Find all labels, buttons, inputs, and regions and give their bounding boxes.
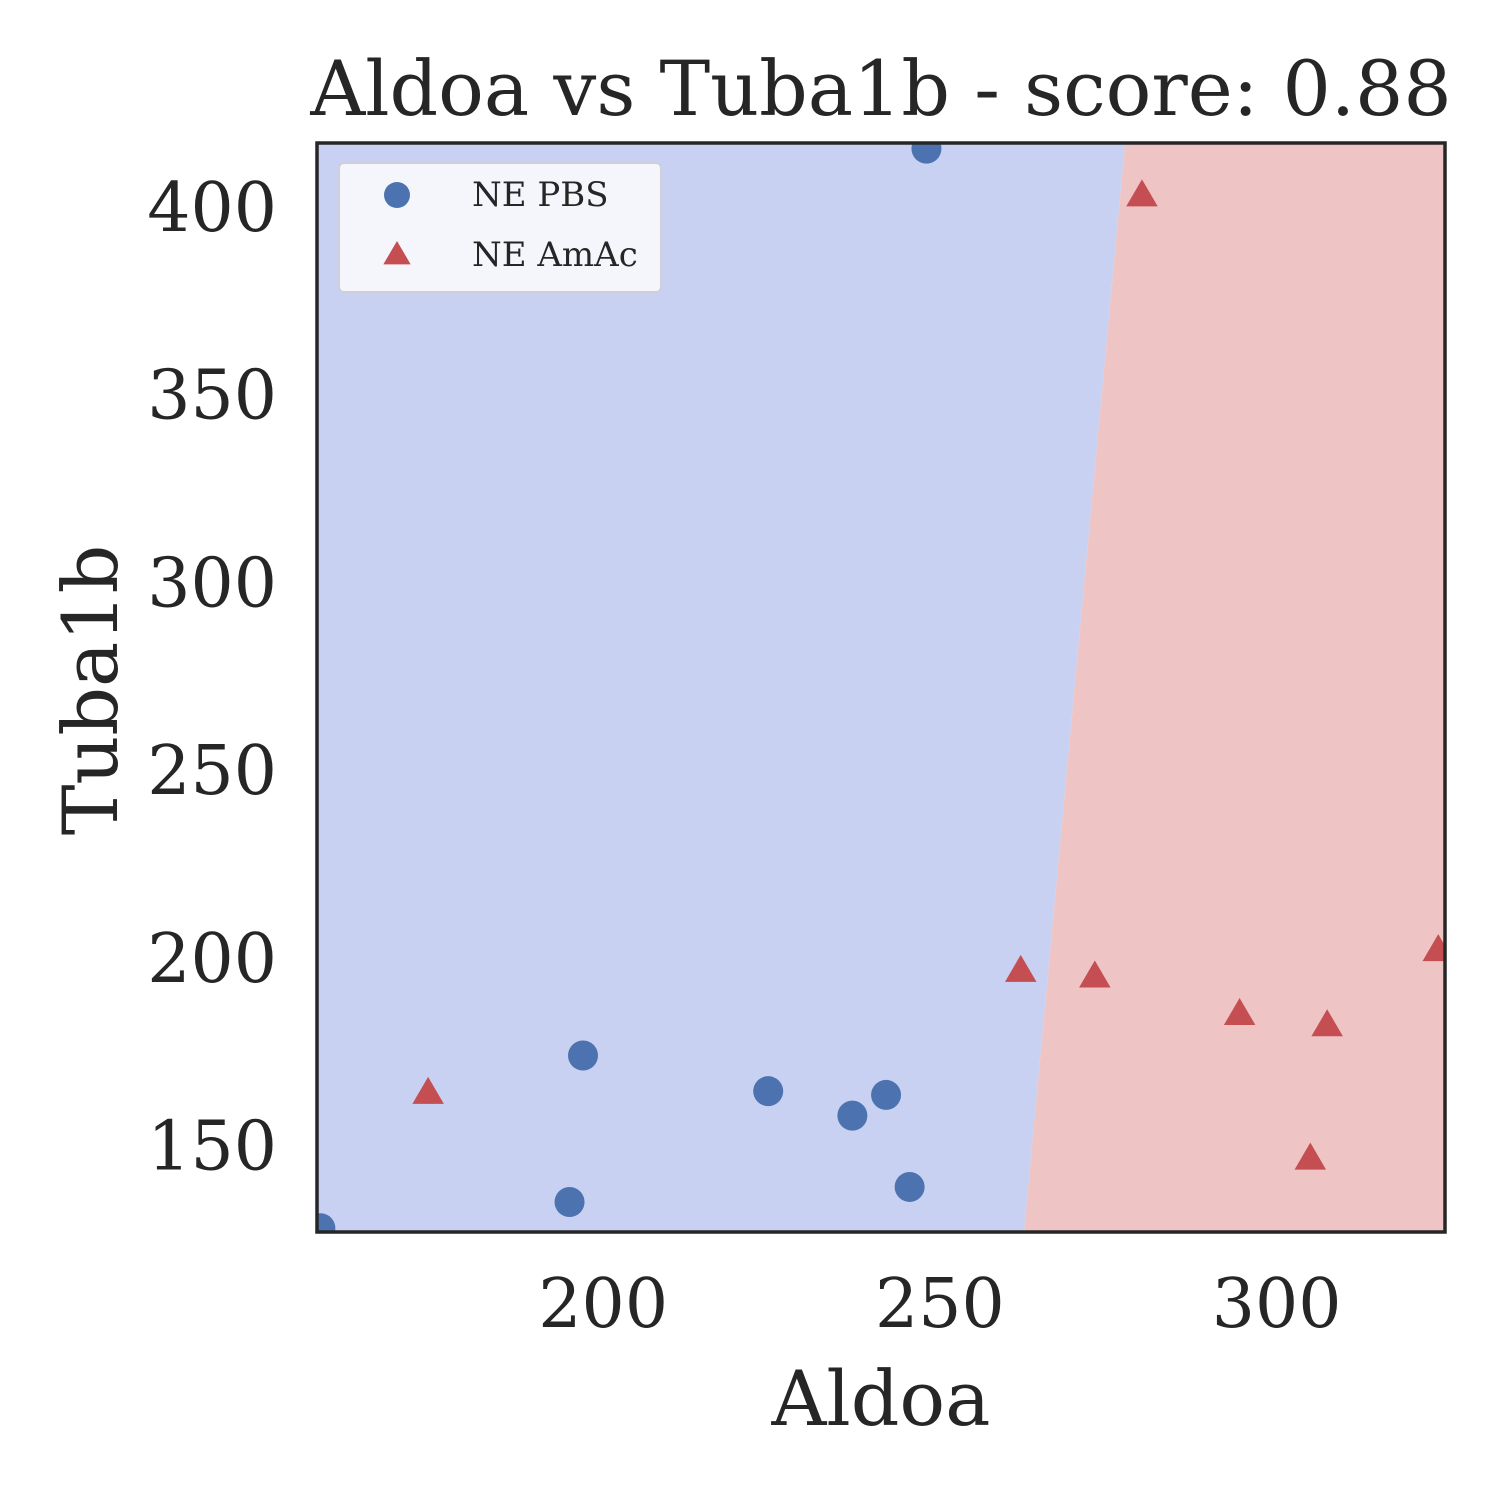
data-point-ne-amac-7 [1422, 934, 1445, 962]
legend-marker [384, 182, 410, 208]
y-tick-label: 150 [147, 1108, 277, 1187]
data-point-ne-amac-0 [412, 1076, 444, 1104]
data-point-ne-pbs-4 [837, 1100, 868, 1131]
data-point-ne-pbs-5 [871, 1079, 902, 1110]
data-point-ne-amac-3 [1126, 179, 1158, 207]
data-point-ne-amac-6 [1294, 1142, 1327, 1170]
y-tick-label: 250 [147, 732, 277, 811]
x-tick-label: 200 [538, 1265, 668, 1344]
x-tick-label: 300 [1212, 1265, 1342, 1344]
plot-area [315, 141, 1447, 1234]
y-tick-label: 400 [147, 169, 277, 248]
decision-region-ne-pbs [317, 143, 1126, 1232]
data-point-ne-pbs-2 [568, 1040, 599, 1071]
x-tick-label: 250 [875, 1265, 1005, 1344]
legend-marker [383, 240, 411, 265]
data-point-ne-pbs-1 [554, 1186, 585, 1217]
legend: NE PBS NE AmAc [338, 162, 662, 293]
data-point-ne-pbs-3 [753, 1076, 784, 1107]
x-axis-label: Aldoa [771, 1354, 991, 1443]
data-point-ne-pbs-6 [894, 1171, 925, 1202]
data-point-ne-amac-4 [1223, 998, 1256, 1025]
chart-title: Aldoa vs Tuba1b - score: 0.88 [309, 44, 1451, 133]
y-tick-label: 200 [147, 920, 277, 999]
data-point-ne-amac-2 [1079, 960, 1111, 988]
decision-region-ne-amac [1024, 143, 1445, 1232]
y-tick-label: 350 [147, 357, 277, 436]
y-axis-label: Tuba1b [46, 545, 135, 836]
data-point-ne-amac-1 [1004, 954, 1037, 982]
y-tick-label: 300 [147, 544, 277, 623]
data-point-ne-amac-5 [1311, 1009, 1343, 1037]
data-point-ne-pbs-7 [911, 143, 942, 164]
data-point-ne-pbs-0 [317, 1213, 336, 1232]
legend-box [338, 162, 662, 293]
legend-label: NE PBS [472, 175, 609, 215]
plot-frame [315, 141, 1447, 1234]
legend-label: NE AmAc [472, 235, 638, 275]
data-markers [317, 143, 1445, 1232]
